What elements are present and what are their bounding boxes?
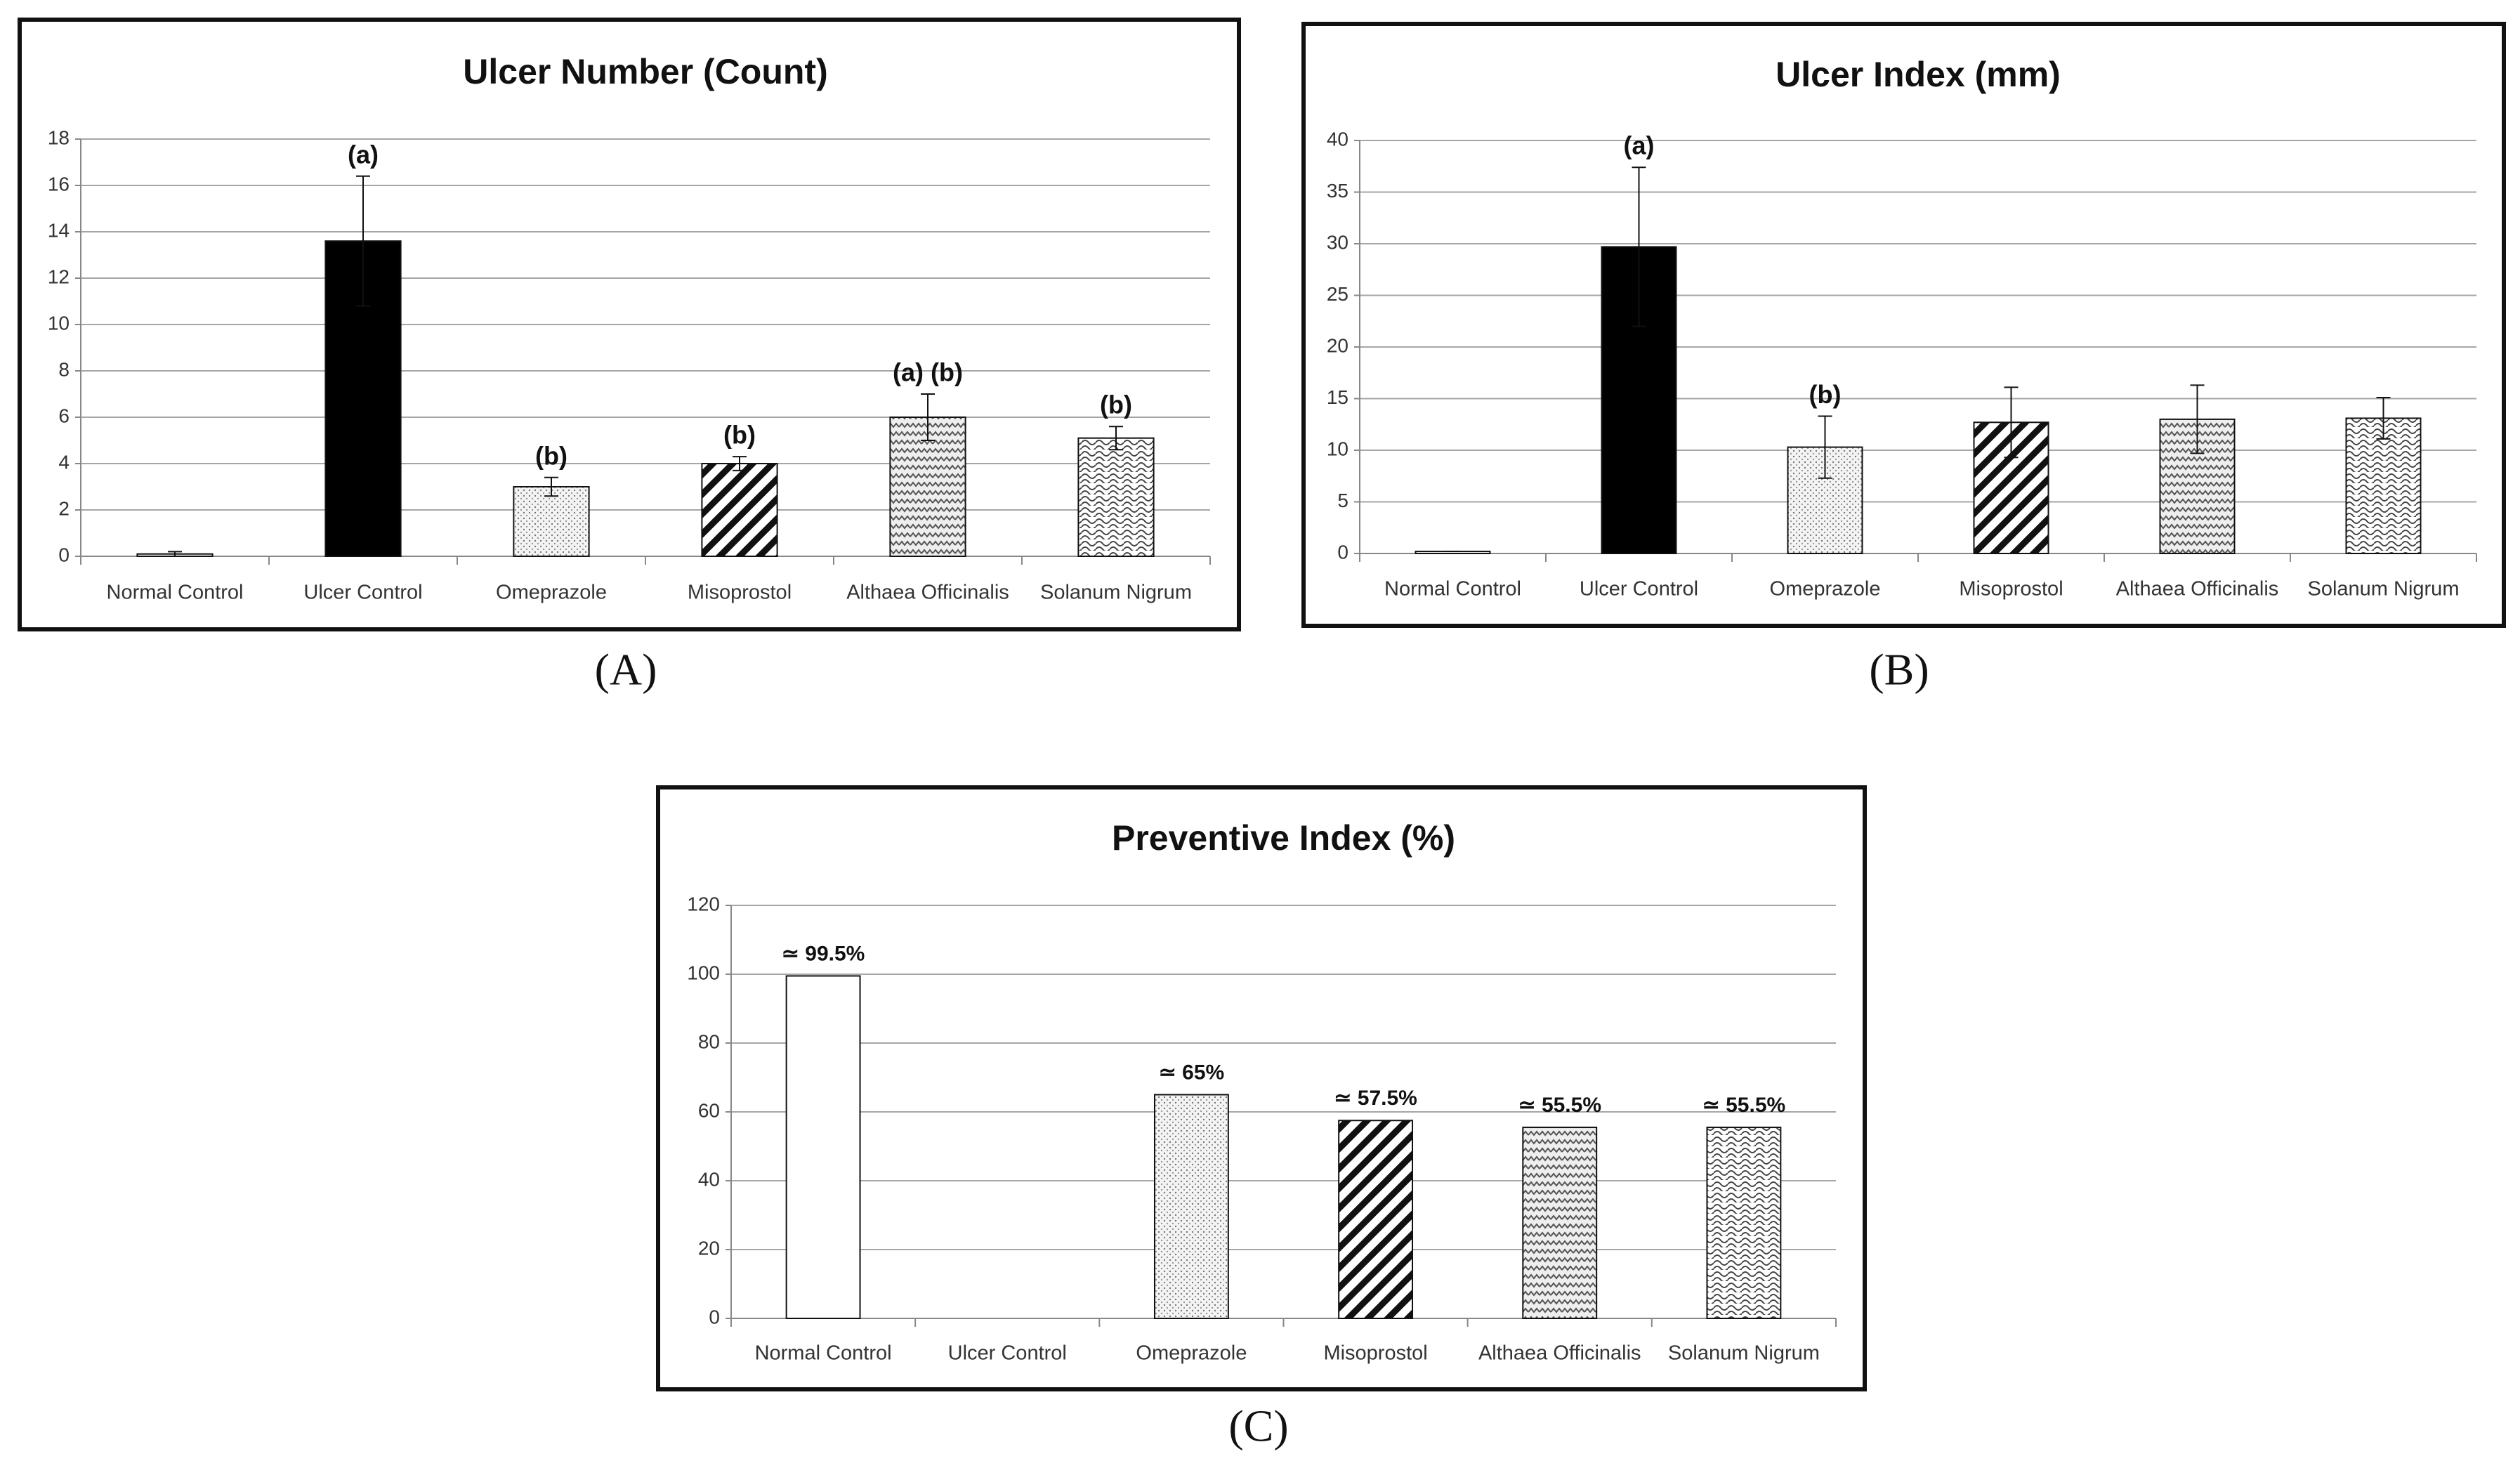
y-tick-label: 40 — [1327, 128, 1348, 150]
y-tick-label: 12 — [48, 266, 70, 287]
annotation: (a) — [348, 140, 379, 169]
panel-label: (A) — [595, 645, 657, 695]
y-tick-label: 5 — [1337, 490, 1348, 511]
value-label: ≃ 55.5% — [1518, 1094, 1601, 1117]
error-bar — [921, 393, 935, 441]
x-tick-label: Misoprostol — [1323, 1342, 1427, 1365]
x-tick-label: Omeprazole — [1136, 1342, 1247, 1365]
y-tick-label: 30 — [1327, 231, 1348, 253]
y-tick-label: 35 — [1327, 180, 1348, 202]
y-tick-label: 100 — [687, 962, 720, 983]
y-tick-label: 4 — [58, 451, 70, 473]
y-tick-label: 14 — [48, 219, 70, 241]
panel-label: (B) — [1869, 645, 1929, 695]
x-tick-label: Ulcer Control — [1580, 578, 1698, 601]
bar — [1706, 1127, 1782, 1320]
x-tick-label: Omeprazole — [496, 582, 607, 604]
x-tick-label: Ulcer Control — [303, 582, 422, 604]
y-tick-label: 60 — [698, 1099, 720, 1121]
bar — [1522, 1127, 1598, 1320]
error-bar — [2004, 386, 2019, 459]
annotation: (b) — [1809, 380, 1842, 409]
bar — [324, 240, 402, 557]
x-tick-label: Althaea Officinalis — [2116, 578, 2279, 601]
annotation: (b) — [1100, 391, 1132, 419]
x-tick-label: Solanum Nigrum — [2308, 578, 2460, 601]
x-tick-label: Solanum Nigrum — [1040, 582, 1192, 604]
y-tick-label: 2 — [58, 497, 70, 519]
panel-label: (C) — [1228, 1401, 1288, 1451]
bar — [2345, 417, 2422, 554]
error-bar — [2376, 397, 2391, 440]
error-bar — [2190, 384, 2205, 454]
y-tick-label: 25 — [1327, 283, 1348, 305]
x-tick-label: Misoprostol — [688, 582, 792, 604]
x-tick-label: Misoprostol — [1959, 578, 2063, 601]
y-tick-label: 0 — [58, 544, 70, 565]
y-tick-label: 15 — [1327, 386, 1348, 408]
x-tick-label: Normal Control — [107, 582, 244, 604]
y-tick-label: 80 — [698, 1030, 720, 1052]
value-label: ≃ 99.5% — [782, 942, 865, 965]
annotation: (a) (b) — [893, 358, 963, 387]
value-label: ≃ 57.5% — [1334, 1087, 1417, 1110]
error-bar — [168, 551, 182, 557]
bar — [1153, 1094, 1229, 1319]
chart-title: Ulcer Number (Count) — [463, 52, 827, 91]
x-tick-label: Normal Control — [755, 1342, 892, 1365]
bar — [513, 486, 590, 557]
annotation: (b) — [535, 441, 567, 470]
annotation: (a) — [1624, 131, 1655, 160]
x-tick-label: Solanum Nigrum — [1668, 1342, 1820, 1365]
error-bar — [733, 456, 747, 471]
bar — [785, 975, 861, 1319]
error-bar — [1818, 415, 1832, 479]
value-label: ≃ 55.5% — [1702, 1094, 1786, 1117]
y-tick-label: 10 — [48, 312, 70, 334]
x-tick-label: Althaea Officinalis — [1478, 1342, 1641, 1365]
y-tick-label: 16 — [48, 173, 70, 195]
y-tick-label: 0 — [709, 1306, 720, 1328]
y-tick-label: 40 — [698, 1168, 720, 1190]
y-tick-label: 120 — [687, 893, 720, 915]
y-tick-label: 0 — [1337, 541, 1348, 563]
chart-title: Ulcer Index (mm) — [1776, 55, 2061, 94]
bar — [701, 463, 778, 557]
y-tick-label: 6 — [58, 405, 70, 426]
value-label: ≃ 65% — [1159, 1061, 1225, 1084]
error-bar — [1109, 426, 1123, 451]
x-tick-label: Omeprazole — [1770, 578, 1881, 601]
panel-frame — [1301, 22, 2506, 628]
y-tick-label: 8 — [58, 358, 70, 380]
y-tick-label: 20 — [1327, 334, 1348, 356]
y-tick-label: 18 — [48, 126, 70, 148]
bar — [1077, 437, 1155, 558]
error-bar — [544, 476, 558, 497]
chart-title: Preventive Index (%) — [1112, 818, 1455, 858]
y-tick-label: 10 — [1327, 438, 1348, 459]
x-tick-label: Normal Control — [1384, 578, 1521, 601]
x-tick-label: Ulcer Control — [948, 1342, 1067, 1365]
y-tick-label: 20 — [698, 1237, 720, 1259]
annotation: (b) — [723, 421, 756, 450]
bar — [1338, 1120, 1414, 1319]
error-bar — [1632, 166, 1646, 327]
x-tick-label: Althaea Officinalis — [846, 582, 1009, 604]
error-bar — [356, 175, 370, 307]
